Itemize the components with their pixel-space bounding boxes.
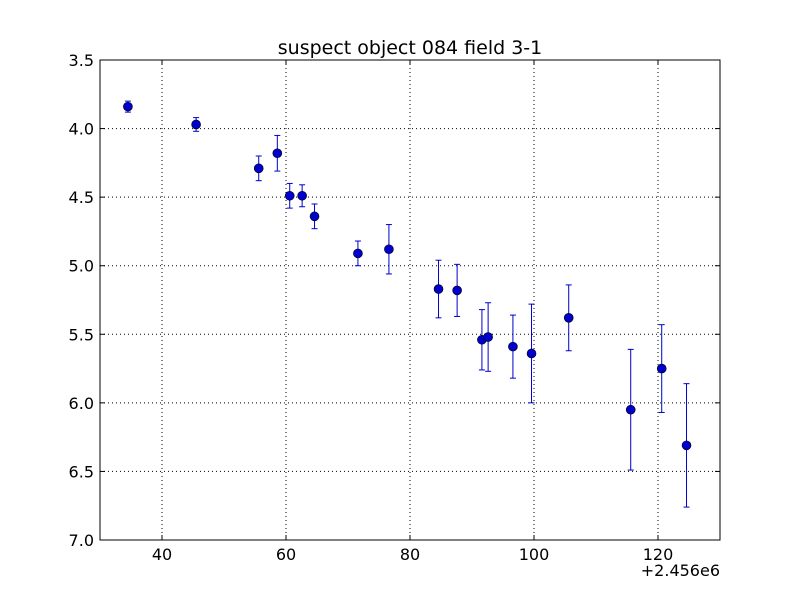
data-point <box>297 184 307 208</box>
point-marker <box>253 163 264 174</box>
point-marker <box>483 332 493 342</box>
y-tick-label: 6.5 <box>69 462 94 481</box>
data-point <box>272 134 283 172</box>
x-tick-labels: 40 60 80 100 120 <box>152 545 673 564</box>
data-point <box>508 314 518 379</box>
point-marker <box>123 101 133 112</box>
x-tick-label: 40 <box>152 545 172 564</box>
point-marker <box>563 313 574 323</box>
point-marker <box>433 284 444 294</box>
data-point <box>123 100 133 113</box>
point-marker <box>384 244 394 255</box>
data-points <box>123 100 692 508</box>
data-point <box>433 259 444 319</box>
x-offset-label: +2.456e6 <box>641 561 720 580</box>
x-tick-label: 100 <box>519 545 550 564</box>
data-point <box>384 224 394 275</box>
point-marker <box>656 363 667 374</box>
chart-title: suspect object 084 field 3-1 <box>278 37 543 59</box>
data-point <box>191 117 201 132</box>
point-marker <box>309 211 320 222</box>
y-tick-label: 5.5 <box>69 325 94 344</box>
data-point <box>353 240 363 267</box>
data-point <box>656 324 667 413</box>
data-point <box>526 303 537 404</box>
y-tick-label: 4.0 <box>69 120 94 139</box>
y-tick-label: 6.0 <box>69 394 94 413</box>
axis-ticks <box>100 59 720 541</box>
y-tick-label: 4.5 <box>69 188 94 207</box>
data-point <box>625 348 636 471</box>
data-point <box>563 284 574 352</box>
data-point <box>284 182 295 209</box>
y-tick-labels: 3.5 4.0 4.5 5.0 5.5 6.0 6.5 7.0 <box>69 51 94 550</box>
point-marker <box>284 190 295 201</box>
x-tick-label: 120 <box>643 545 674 564</box>
point-marker <box>526 348 537 359</box>
data-point <box>253 155 264 182</box>
x-tick-label: 60 <box>276 545 296 564</box>
point-marker <box>681 440 692 451</box>
y-tick-label: 7.0 <box>69 531 94 550</box>
point-marker <box>508 341 518 352</box>
data-point <box>681 383 692 508</box>
point-marker <box>353 248 363 259</box>
point-marker <box>297 190 307 201</box>
x-tick-label: 80 <box>400 545 420 564</box>
data-point <box>309 203 320 230</box>
point-marker <box>272 148 283 159</box>
data-point <box>483 302 493 372</box>
point-marker <box>452 285 462 296</box>
point-marker <box>625 404 636 415</box>
data-point <box>452 263 462 317</box>
y-tick-label: 3.5 <box>69 51 94 70</box>
point-marker <box>191 119 201 130</box>
y-tick-label: 5.0 <box>69 257 94 276</box>
